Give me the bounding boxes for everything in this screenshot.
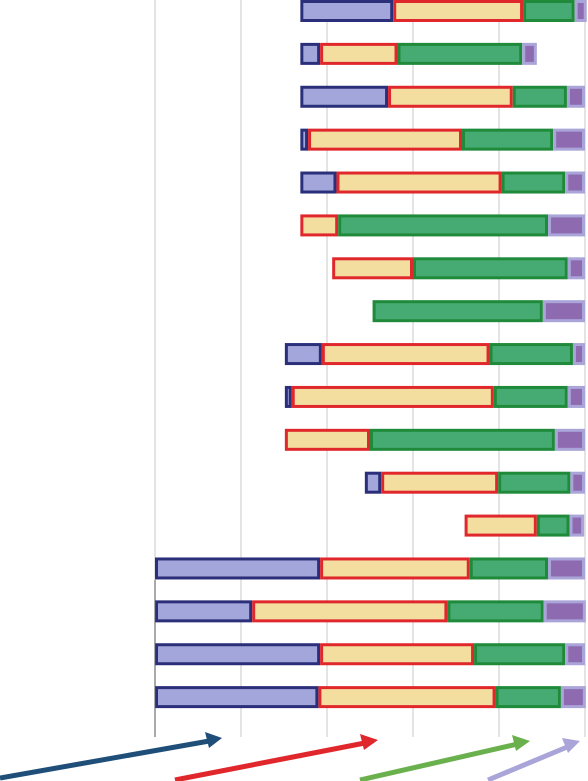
bar-segment (284, 343, 322, 366)
bar-segment (569, 514, 585, 537)
bar-segment (321, 343, 490, 366)
bar-segment (300, 171, 337, 194)
bar-segment (397, 42, 523, 65)
bar-segment (548, 557, 586, 580)
bar-segment (447, 600, 544, 623)
bar-segment (336, 171, 502, 194)
bar-segment (474, 643, 566, 666)
bar-segment (320, 643, 475, 666)
bar-segment (536, 514, 570, 537)
bar-segment (512, 85, 567, 108)
bar-segment (308, 128, 463, 151)
bar-segment (155, 686, 319, 709)
bar-segment (522, 42, 537, 65)
bar-segment (554, 428, 586, 451)
bar-segment (381, 471, 499, 494)
bar-segment (393, 0, 524, 22)
bar-segment (372, 300, 543, 323)
bar-segment (543, 600, 586, 623)
bar-segment (489, 343, 573, 366)
bar-segment (462, 128, 554, 151)
bar-segment (370, 428, 555, 451)
bar-segment (572, 343, 586, 366)
bar-segment (300, 128, 309, 151)
bar-segment (284, 428, 370, 451)
bar-segment (300, 42, 321, 65)
bar-segment (498, 471, 571, 494)
bar-segment (155, 643, 321, 666)
bar-segment (338, 214, 549, 237)
bar-segment (548, 214, 586, 237)
bar-segment (567, 385, 585, 408)
bar-segment (523, 0, 575, 22)
bar-segment (469, 557, 549, 580)
bar-segment (388, 85, 513, 108)
bar-segment (566, 85, 586, 108)
bar-segment (413, 257, 568, 280)
bars (154, 0, 587, 737)
bar-segment (567, 257, 585, 280)
bar-segment (284, 385, 292, 408)
bar-segment (495, 686, 561, 709)
bar-segment (560, 686, 586, 709)
bar-segment (332, 257, 413, 280)
bar-segment (565, 171, 585, 194)
bar-segment (291, 385, 494, 408)
legend-arrows (0, 732, 580, 781)
bar-segment (318, 686, 496, 709)
bar-segment (252, 600, 448, 623)
bar-segment (553, 128, 585, 151)
bar-segment (300, 0, 394, 22)
bar-segment (574, 0, 587, 22)
bar-segment (300, 85, 389, 108)
bar-segment (464, 514, 537, 537)
bar-segment (320, 557, 470, 580)
bar-segment (565, 643, 585, 666)
bar-segment (570, 471, 586, 494)
bar-segment (493, 385, 568, 408)
bar-segment (364, 471, 382, 494)
bar-segment (155, 600, 253, 623)
bar-segment (320, 42, 398, 65)
bar-segment (542, 300, 585, 323)
bar-segment (155, 557, 321, 580)
bar-segment (501, 171, 566, 194)
bar-segment (300, 214, 339, 237)
